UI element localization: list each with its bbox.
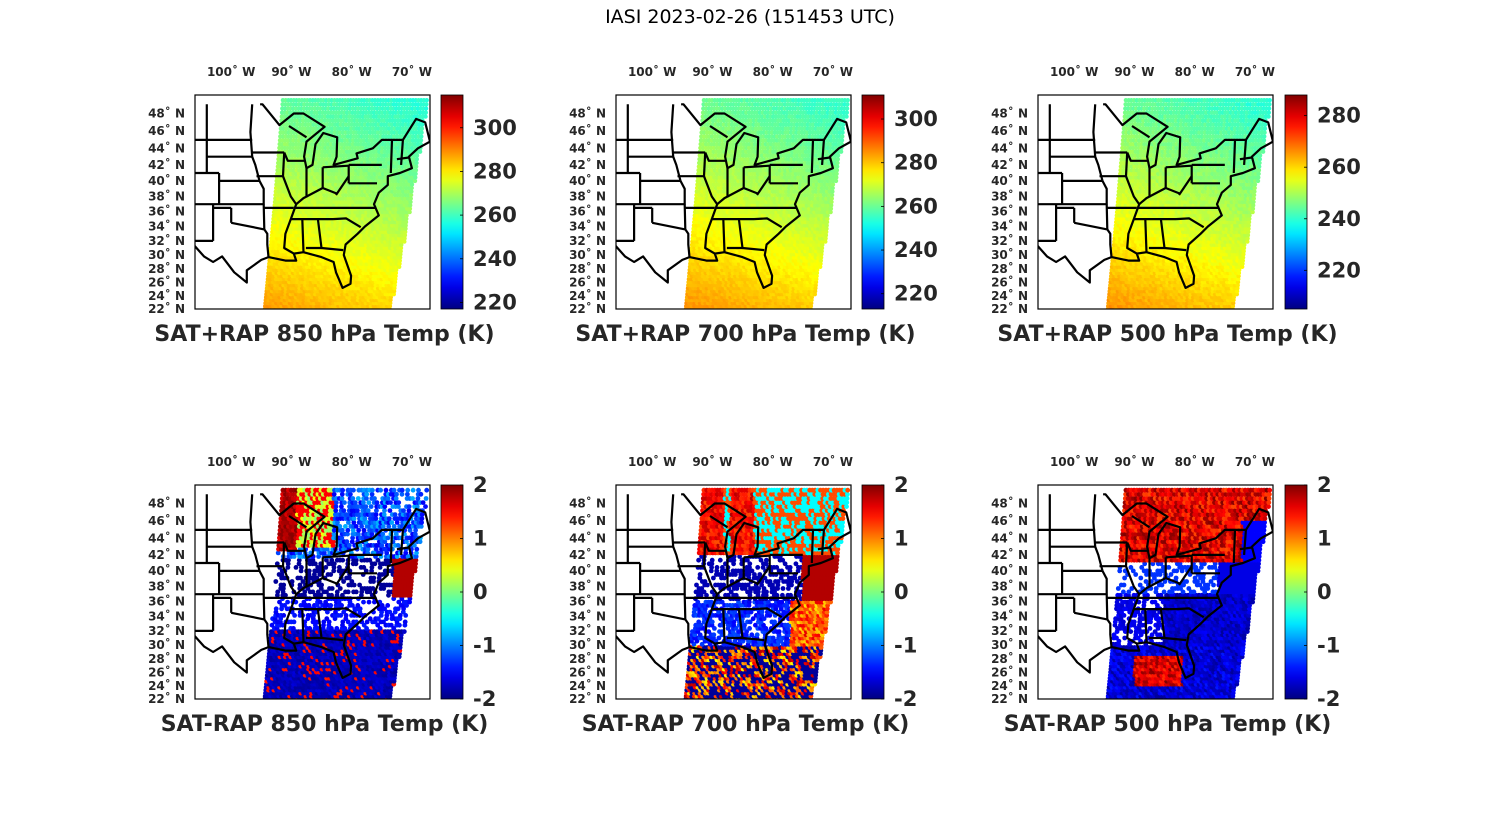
data-point [402, 239, 407, 244]
data-point [397, 255, 403, 260]
data-point [413, 168, 419, 173]
lat-tick-label: 28˚ N [148, 261, 185, 276]
lat-tick-label: 38˚ N [148, 189, 185, 204]
boundary-line [332, 217, 362, 229]
lon-tick-label: 90˚ W [271, 64, 311, 79]
data-point [403, 219, 409, 225]
data-point [408, 203, 413, 208]
state-boundaries [195, 103, 430, 289]
lat-tick-label: 30˚ N [148, 247, 185, 262]
boundary-line [321, 246, 344, 252]
boundary-line [288, 125, 308, 139]
chart-panel-sat-rap-850: 100˚ W 90˚ W 80˚ W 70˚ W 48˚ N 46˚ N 44˚ N 42˚ … [148, 64, 517, 347]
colorbar-tick-label: 280 [473, 159, 517, 183]
lon-tick-label: 80˚ W [332, 64, 372, 79]
data-point [419, 126, 425, 131]
data-point [408, 199, 413, 205]
data-point [409, 185, 414, 191]
data-point [408, 196, 413, 201]
lat-tick-label: 36˚ N [148, 204, 185, 219]
boundary-line [283, 152, 305, 162]
lon-tick-label: 70˚ W [392, 64, 432, 79]
lon-tick-label: 100˚ W [207, 64, 255, 79]
lat-tick-label: 44˚ N [148, 140, 185, 155]
data-point [414, 157, 419, 162]
data-point [402, 236, 407, 241]
colorbar-tick-label: 220 [473, 290, 517, 314]
boundary-line [400, 139, 404, 165]
data-point [418, 138, 424, 143]
data-point [409, 189, 414, 194]
data-point [409, 182, 415, 187]
lat-tick-label: 24˚ N [148, 288, 185, 303]
data-point [419, 130, 424, 135]
data-point [407, 209, 412, 215]
data-point [398, 245, 404, 251]
data-point [412, 178, 418, 184]
boundary-line [295, 186, 338, 206]
data-point [414, 160, 419, 166]
boundary-line [281, 152, 298, 255]
boundary-line [335, 175, 350, 196]
lat-tick-label: 42˚ N [148, 157, 185, 172]
data-point [419, 134, 424, 139]
data-point [414, 164, 419, 169]
colorbar-tick-label: 300 [473, 116, 517, 140]
lat-tick-label: 32˚ N [148, 233, 185, 248]
data-point [404, 216, 409, 221]
boundary-line [258, 180, 266, 230]
colorbar-tick-label: 240 [473, 247, 517, 271]
data-point [423, 110, 428, 115]
boundary-line [230, 221, 265, 231]
lat-tick-label: 34˚ N [148, 219, 185, 234]
boundary-line [322, 164, 349, 169]
data-point [403, 223, 408, 228]
lat-tick-label: 40˚ N [148, 173, 185, 188]
lat-tick-label: 48˚ N [148, 106, 185, 121]
colorbar [440, 94, 464, 310]
data-point [420, 122, 425, 127]
data-point [402, 233, 408, 238]
boundary-line [389, 139, 394, 174]
data-point [413, 175, 418, 180]
colorbar-tick-label: 260 [473, 203, 517, 227]
boundary-line [249, 104, 261, 182]
boundary-line [263, 228, 270, 258]
data-point [408, 192, 414, 198]
boundary-line [301, 219, 305, 253]
data-point [414, 153, 420, 158]
data-point [424, 98, 429, 103]
lat-tick-label: 26˚ N [148, 275, 185, 290]
data-point [417, 149, 423, 154]
map-border [194, 94, 431, 310]
data-point [398, 249, 403, 254]
panel-title: SAT+RAP 850 hPa Temp (K) [154, 322, 494, 347]
boundary-line [195, 244, 269, 284]
boundary-line [396, 156, 410, 161]
data-point [399, 242, 404, 247]
data-point [407, 206, 413, 211]
data-point [423, 106, 429, 111]
lat-tick-label: 46˚ N [148, 123, 185, 138]
lat-tick-label: 22˚ N [148, 301, 185, 316]
data-point [413, 171, 418, 176]
figure-title: IASI 2023-02-26 (151453 UTC) [605, 6, 895, 28]
data-point [404, 213, 409, 218]
data-point [403, 226, 408, 231]
chart-panel-sat-rap-700: 100˚ W 90˚ W 80˚ W 70˚ W48˚ N46˚ N44˚ N42˚ … [569, 64, 938, 347]
data-point [423, 114, 428, 119]
boundary-line [260, 103, 430, 289]
data-point [424, 102, 429, 107]
data-point [403, 229, 408, 235]
